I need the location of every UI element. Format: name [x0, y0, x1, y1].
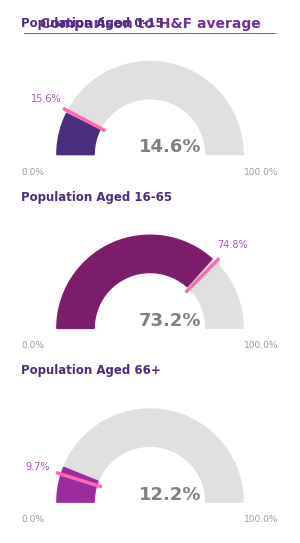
Text: 0.0%: 0.0%	[22, 342, 44, 350]
Text: 14.6%: 14.6%	[139, 138, 202, 156]
Text: 9.7%: 9.7%	[26, 462, 50, 472]
Polygon shape	[57, 61, 243, 155]
Text: 100.0%: 100.0%	[244, 515, 278, 524]
Text: 100.0%: 100.0%	[244, 168, 278, 176]
Polygon shape	[57, 409, 243, 502]
Text: Population Aged 16-65: Population Aged 16-65	[21, 191, 172, 204]
Text: 15.6%: 15.6%	[31, 94, 62, 104]
Text: 0.0%: 0.0%	[22, 168, 44, 176]
Text: 0.0%: 0.0%	[22, 515, 44, 524]
Polygon shape	[57, 113, 100, 155]
Polygon shape	[57, 468, 98, 502]
Text: Population Aged 0-15: Population Aged 0-15	[21, 17, 164, 30]
Text: 73.2%: 73.2%	[139, 312, 202, 330]
Polygon shape	[57, 235, 212, 329]
Text: 12.2%: 12.2%	[139, 486, 202, 504]
Text: 100.0%: 100.0%	[244, 342, 278, 350]
Text: 74.8%: 74.8%	[217, 240, 248, 250]
Text: Comparison to H&F average: Comparison to H&F average	[40, 17, 260, 31]
Text: Population Aged 66+: Population Aged 66+	[21, 364, 161, 377]
Polygon shape	[57, 235, 243, 329]
